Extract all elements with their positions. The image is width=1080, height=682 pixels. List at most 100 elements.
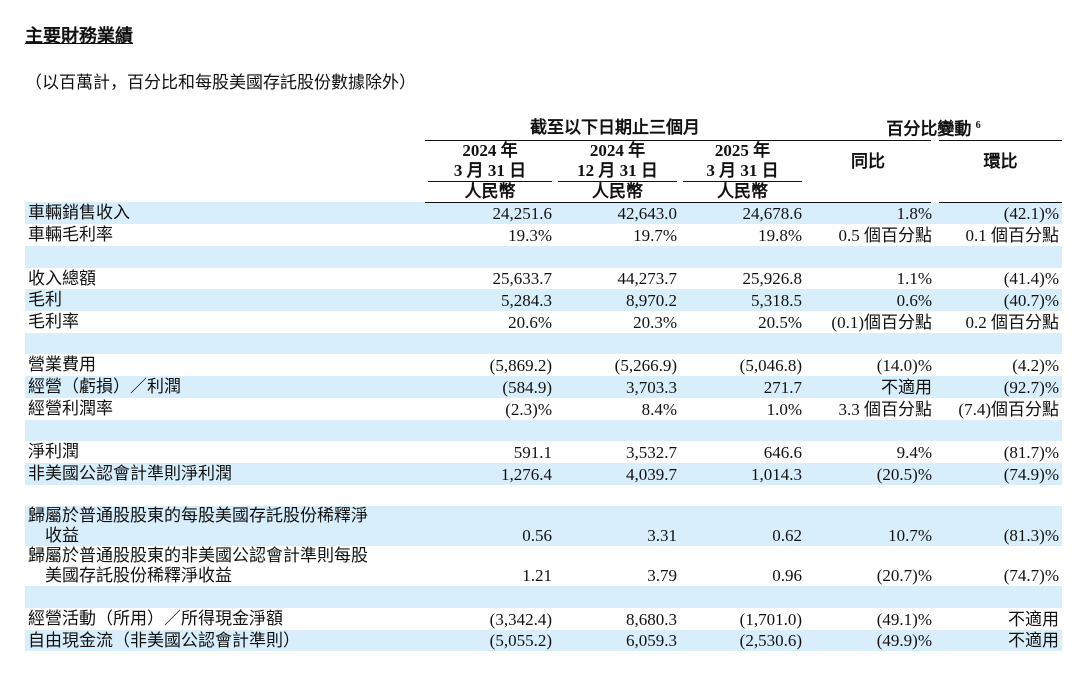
cell-value: 44,273.7 (617, 269, 678, 289)
cell-value: 8,680.3 (626, 609, 677, 629)
table-row: 淨利潤 591.1 3,532.7 646.6 9.4% (81.7)% (25, 441, 1062, 463)
table-row: 毛利率 20.6% 20.3% 20.5% (0.1)個百分點 0.2 個百分點 (25, 311, 1062, 333)
spacer-row (25, 485, 1062, 507)
table-row: 歸屬於普通股股東的每股美國存託股份稀釋淨 收益 0.56 3.31 0.62 10.7%(… (25, 506, 1062, 547)
cell-value: (74.9)% (935, 462, 1062, 485)
spacer (25, 246, 1062, 268)
cell-value: 271.7 (680, 376, 805, 398)
cell-value: 0.1 個百分點 (965, 226, 1060, 246)
table-row: 經營利潤率 (2.3)% 8.4% 1.0% 3.3 個百分點 (7.4)個百分點 (25, 398, 1062, 420)
period-currency: 人民幣 (558, 180, 677, 202)
cell-value: 4,039.7 (555, 462, 680, 485)
cell-value: (3,342.4) (489, 609, 552, 629)
period-group: 截至以下日期止三個月 (425, 116, 805, 141)
row-label-cell: 歸屬於普通股股東的每股美國存託股份稀釋淨 收益 (25, 506, 425, 547)
cell-value: 1,276.4 (425, 462, 555, 485)
cell-value: 20.3% (633, 312, 677, 332)
cell-value: 25,926.8 (742, 269, 803, 289)
row-label: 經營利潤率 (28, 398, 113, 418)
table-row: 經營（虧損）／利潤 (584.9) 3,703.3 271.7 不適用 (92.7)% (25, 376, 1062, 398)
table-row: 營業費用 (5,869.2) (5,266.9) (5,046.8) (14.0)% (4… (25, 354, 1062, 376)
cell-value: 5,318.5 (680, 289, 805, 312)
spacer (25, 419, 1062, 442)
cell-value: (42.1)% (935, 202, 1062, 225)
cell-value: 19.3% (508, 226, 552, 246)
cell-value: 1,014.3 (680, 462, 805, 485)
cell-value: 0.6% (805, 289, 935, 312)
change-header: 同比 (805, 140, 935, 203)
cell-value: 24,678.6 (680, 202, 805, 225)
cell-value: (41.4)% (1003, 269, 1059, 289)
cell-value: 8,970.2 (555, 289, 680, 312)
period-currency: 人民幣 (428, 180, 552, 202)
cell-value: (5,869.2) (489, 356, 552, 376)
cell-value: 不適用 (805, 376, 935, 398)
cell-value: 3.31 (555, 506, 680, 547)
cell-value: (81.3)% (935, 506, 1062, 547)
cell-value: 10.7% (805, 506, 935, 547)
cell-value: (14.0)% (876, 356, 932, 376)
cell-value: 19.7% (633, 226, 677, 246)
row-label: 營業費用 (28, 355, 96, 375)
row-label: 淨利潤 (28, 442, 79, 462)
table-row: 歸屬於普通股股東的非美國公認會計準則每股 美國存託股份稀釋淨收益 1.21 3.79 0… (25, 546, 1062, 586)
title: 主要財務業績 (25, 26, 133, 46)
period-year: 2024 年 (589, 140, 646, 160)
row-label: 經營活動（所用）／所得現金淨額 (28, 608, 283, 628)
row-label: 非美國公認會計準則淨利潤 (25, 462, 425, 485)
period-year: 2025 年 (714, 140, 771, 160)
cell-value: 646.6 (763, 442, 802, 462)
row-label-cell: 歸屬於普通股股東的非美國公認會計準則每股 美國存託股份稀釋淨收益 (25, 546, 425, 586)
cell-value: (2.3)% (505, 399, 552, 419)
cell-value: (5,046.8) (739, 356, 802, 376)
row-label: 車輛毛利率 (28, 225, 113, 245)
cell-value: 3.79 (647, 566, 677, 586)
cell-value: 不適用 (1008, 609, 1059, 629)
cell-value: 不適用 (935, 629, 1062, 652)
spacer (25, 332, 1062, 355)
cell-value: 9.4% (896, 442, 932, 462)
row-label: 自由現金流（非美國公認會計準則） (25, 629, 425, 652)
cell-value: 8.4% (641, 399, 677, 419)
cell-value: (40.7)% (935, 289, 1062, 312)
cell-value: 1.21 (522, 566, 552, 586)
cell-value: 3,703.3 (555, 376, 680, 398)
spacer-row (25, 246, 1062, 268)
cell-value: (20.5)% (805, 462, 935, 485)
cell-value: (49.1)% (876, 609, 932, 629)
spacer-row (25, 586, 1062, 608)
row-label: 收入總額 (28, 268, 96, 288)
table-row: 自由現金流（非美國公認會計準則） (5,055.2) 6,059.3 (2,530.6… (25, 629, 1062, 652)
change-group: 百分比變動 (886, 119, 972, 139)
table-row: 車輛銷售收入 24,251.6 42,643.0 24,678.6 1.8% (42.1)… (25, 202, 1062, 225)
cell-value: (584.9) (425, 376, 555, 398)
change-group-cell: 百分比變動 6 (805, 116, 1062, 141)
period-date: 3 月 31 日 (706, 160, 779, 180)
table-row: 車輛毛利率 19.3% 19.7% 19.8% 0.5 個百分點 0.1 個百分點 (25, 224, 1062, 246)
row-label: 經營（虧損）／利潤 (25, 376, 425, 398)
cell-value: 1.1% (896, 269, 932, 289)
cell-value: (5,055.2) (425, 629, 555, 652)
cell-value: 1.8% (805, 202, 935, 225)
spacer-row (25, 332, 1062, 355)
spacer-row (25, 419, 1062, 442)
table-row: 非美國公認會計準則淨利潤 1,276.4 4,039.7 1,014.3 (20.5)%… (25, 462, 1062, 485)
row-label: 歸屬於普通股股東的非美國公認會計準則每股 (28, 546, 368, 566)
cell-value: 3,532.7 (626, 442, 677, 462)
row-label: 毛利 (25, 289, 425, 312)
cell-value: 1.0% (766, 399, 802, 419)
spacer (25, 586, 1062, 608)
table-row: 收入總額 25,633.7 44,273.7 25,926.8 1.1% (41.4)% (25, 268, 1062, 290)
period-date: 3 月 31 日 (453, 160, 527, 180)
cell-value: 20.6% (508, 312, 552, 332)
cell-value: (49.9)% (805, 629, 935, 652)
cell-value: 0.5 個百分點 (838, 226, 933, 246)
cell-value: 24,251.6 (425, 202, 555, 225)
cell-value: (2,530.6) (680, 629, 805, 652)
cell-value: 25,633.7 (492, 269, 553, 289)
cell-value: 0.56 (425, 506, 555, 547)
